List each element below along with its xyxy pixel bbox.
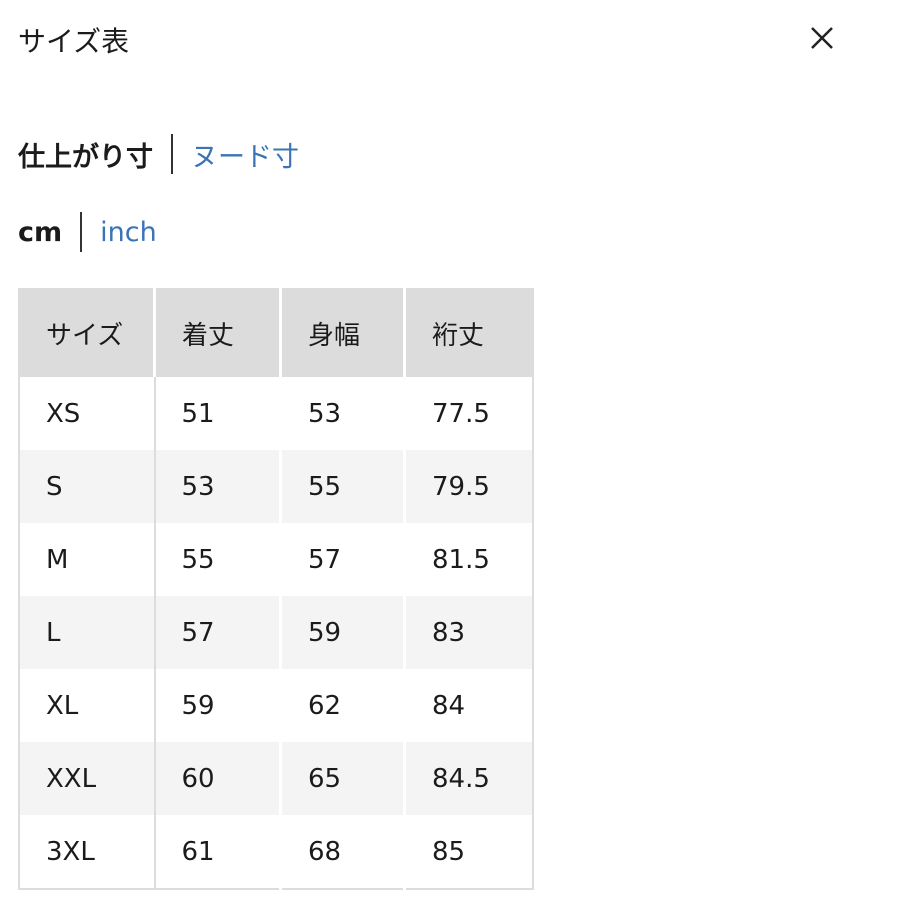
value-cell: 68 xyxy=(280,815,406,889)
table-row: L 57 59 83 xyxy=(19,596,533,669)
value-cell: 65 xyxy=(280,742,406,815)
size-cell: S xyxy=(19,450,156,523)
body-size-link[interactable]: ヌード寸 xyxy=(191,141,299,173)
finished-size-option[interactable]: 仕上がり寸 xyxy=(18,141,153,173)
size-cell: XXL xyxy=(19,742,156,815)
value-cell: 59 xyxy=(280,596,406,669)
value-cell: 85 xyxy=(404,815,533,889)
value-cell: 55 xyxy=(154,523,282,596)
page-title: サイズ表 xyxy=(18,25,130,58)
value-cell: 53 xyxy=(154,450,282,523)
value-cell: 57 xyxy=(280,523,406,596)
value-cell: 81.5 xyxy=(404,523,533,596)
size-table: サイズ 着丈 身幅 裄丈 XS 51 53 77.5 S 53 55 79.5 M 55 57 81.5 L 5… xyxy=(18,288,534,890)
close-icon xyxy=(811,27,833,49)
size-cell: XL xyxy=(19,669,156,742)
table-row: XS 51 53 77.5 xyxy=(19,377,533,450)
inch-link[interactable]: inch xyxy=(100,216,157,248)
table-row: XXL 60 65 84.5 xyxy=(19,742,533,815)
column-header: 身幅 xyxy=(280,289,406,377)
cm-option[interactable]: cm xyxy=(18,216,63,248)
value-cell: 79.5 xyxy=(404,450,533,523)
value-cell: 84 xyxy=(404,669,533,742)
table-row: XL 59 62 84 xyxy=(19,669,533,742)
value-cell: 59 xyxy=(154,669,282,742)
size-cell: 3XL xyxy=(19,815,156,889)
value-cell: 62 xyxy=(280,669,406,742)
value-cell: 84.5 xyxy=(404,742,533,815)
table-header-row: サイズ 着丈 身幅 裄丈 xyxy=(19,289,533,377)
column-header: 裄丈 xyxy=(404,289,533,377)
size-cell: XS xyxy=(19,377,156,450)
unit-toggle: cm inch xyxy=(18,212,157,252)
table-row: S 53 55 79.5 xyxy=(19,450,533,523)
value-cell: 77.5 xyxy=(404,377,533,450)
divider xyxy=(80,212,83,252)
value-cell: 60 xyxy=(154,742,282,815)
table-row: 3XL 61 68 85 xyxy=(19,815,533,889)
size-cell: L xyxy=(19,596,156,669)
close-button[interactable] xyxy=(806,22,838,54)
size-cell: M xyxy=(19,523,156,596)
value-cell: 53 xyxy=(280,377,406,450)
column-header: 着丈 xyxy=(154,289,282,377)
value-cell: 83 xyxy=(404,596,533,669)
value-cell: 61 xyxy=(154,815,282,889)
value-cell: 51 xyxy=(154,377,282,450)
divider xyxy=(171,134,173,174)
table-row: M 55 57 81.5 xyxy=(19,523,533,596)
measurement-toggle: 仕上がり寸 ヌード寸 xyxy=(18,134,299,174)
value-cell: 57 xyxy=(154,596,282,669)
value-cell: 55 xyxy=(280,450,406,523)
column-header: サイズ xyxy=(19,289,156,377)
